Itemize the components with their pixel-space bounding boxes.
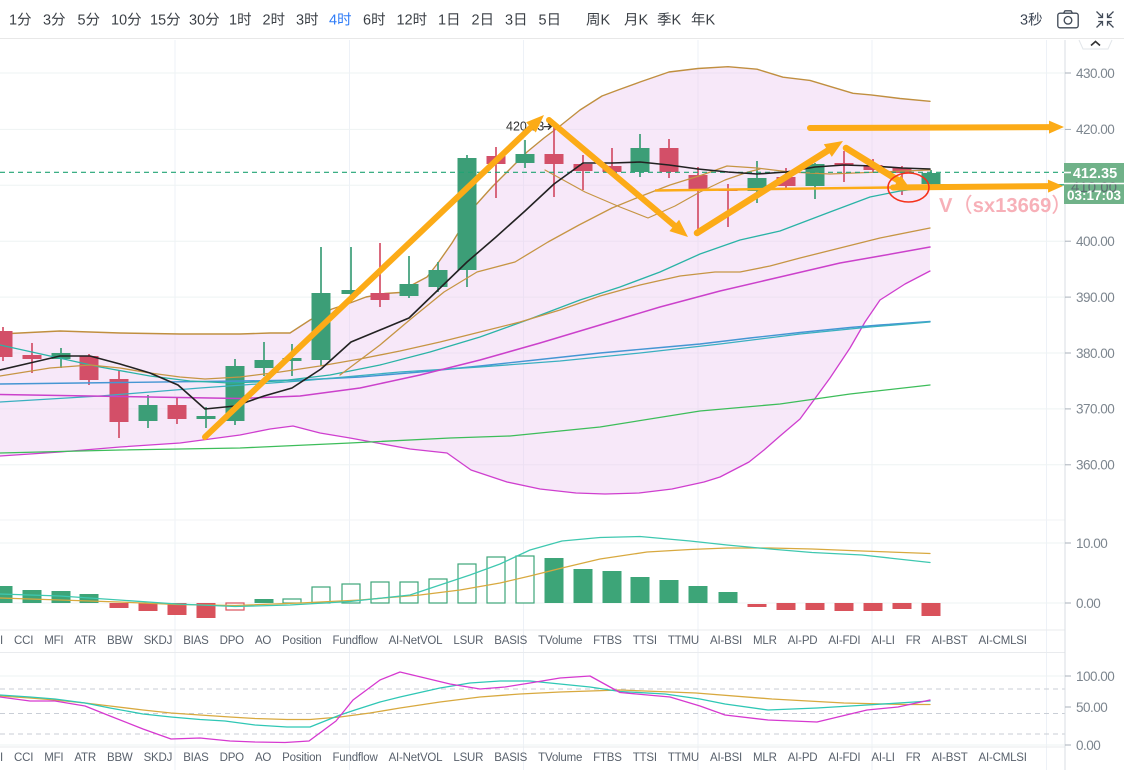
svg-text:370.00: 370.00 bbox=[1076, 402, 1114, 417]
svg-text:0.00: 0.00 bbox=[1076, 596, 1100, 611]
svg-text:10.00: 10.00 bbox=[1076, 536, 1107, 551]
svg-text:380.00: 380.00 bbox=[1076, 346, 1114, 361]
svg-text:360.00: 360.00 bbox=[1076, 458, 1114, 473]
svg-text:430.00: 430.00 bbox=[1076, 66, 1114, 81]
svg-text:412.35: 412.35 bbox=[1073, 166, 1117, 182]
svg-text:0.00: 0.00 bbox=[1076, 738, 1100, 753]
svg-text:400.00: 400.00 bbox=[1076, 234, 1114, 249]
svg-text:50.00: 50.00 bbox=[1076, 700, 1107, 715]
svg-text:420.00: 420.00 bbox=[1076, 122, 1114, 137]
svg-text:390.00: 390.00 bbox=[1076, 290, 1114, 305]
svg-text:03:17:03: 03:17:03 bbox=[1067, 188, 1122, 203]
svg-text:100.00: 100.00 bbox=[1076, 669, 1114, 684]
